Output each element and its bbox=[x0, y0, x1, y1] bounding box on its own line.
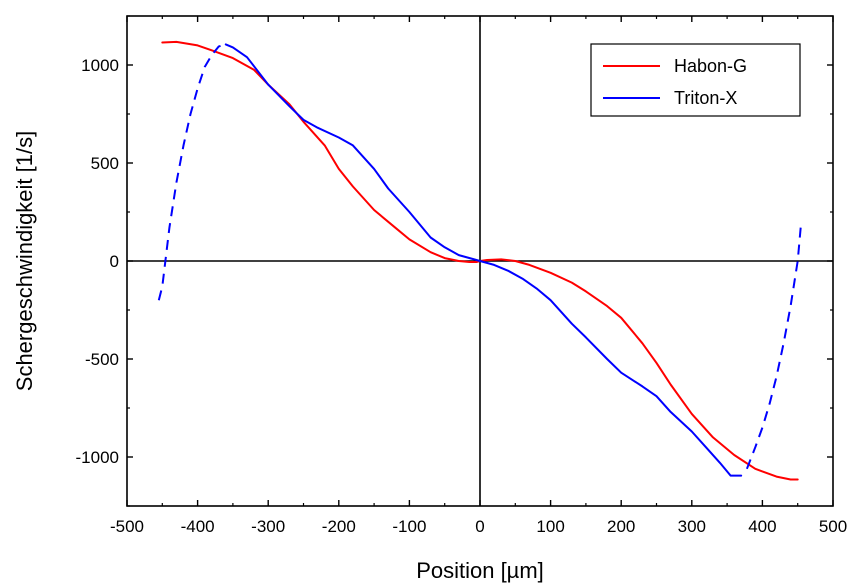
legend-label-triton: Triton-X bbox=[674, 88, 737, 108]
legend-box bbox=[590, 43, 801, 117]
x-tick-label: 300 bbox=[678, 517, 706, 536]
tick-labels: -500 -400 -300 -200 -100 0 100 200 300 400 500-100… bbox=[76, 56, 848, 536]
y-tick-label: -1000 bbox=[76, 448, 119, 467]
legend-label-habon: Habon-G bbox=[674, 56, 747, 76]
x-tick-label: -500 bbox=[110, 517, 144, 536]
series-layer bbox=[157, 40, 803, 481]
y-tick-label: 500 bbox=[91, 154, 119, 173]
x-tick-label: -100 bbox=[392, 517, 426, 536]
y-axis-title: Schergeschwindigkeit [1/s] bbox=[12, 131, 37, 391]
y-tick-label: 0 bbox=[110, 252, 119, 271]
series-line-triton-x bbox=[224, 43, 743, 477]
legend: Habon-G Triton-X bbox=[590, 43, 801, 117]
x-tick-label: 0 bbox=[475, 517, 484, 536]
x-tick-label: 500 bbox=[819, 517, 847, 536]
x-tick-label: 400 bbox=[748, 517, 776, 536]
x-tick-label: -300 bbox=[251, 517, 285, 536]
x-tick-label: 200 bbox=[607, 517, 635, 536]
tick-marks bbox=[126, 15, 834, 507]
x-axis-title: Position [µm] bbox=[416, 558, 544, 583]
y-tick-label: 1000 bbox=[81, 56, 119, 75]
x-tick-label: 100 bbox=[536, 517, 564, 536]
series-line-extrapolated-3 bbox=[745, 221, 803, 470]
series-line-extrapolated-2 bbox=[157, 43, 227, 301]
x-tick-label: -400 bbox=[181, 517, 215, 536]
x-tick-label: -200 bbox=[322, 517, 356, 536]
y-tick-label: -500 bbox=[85, 350, 119, 369]
